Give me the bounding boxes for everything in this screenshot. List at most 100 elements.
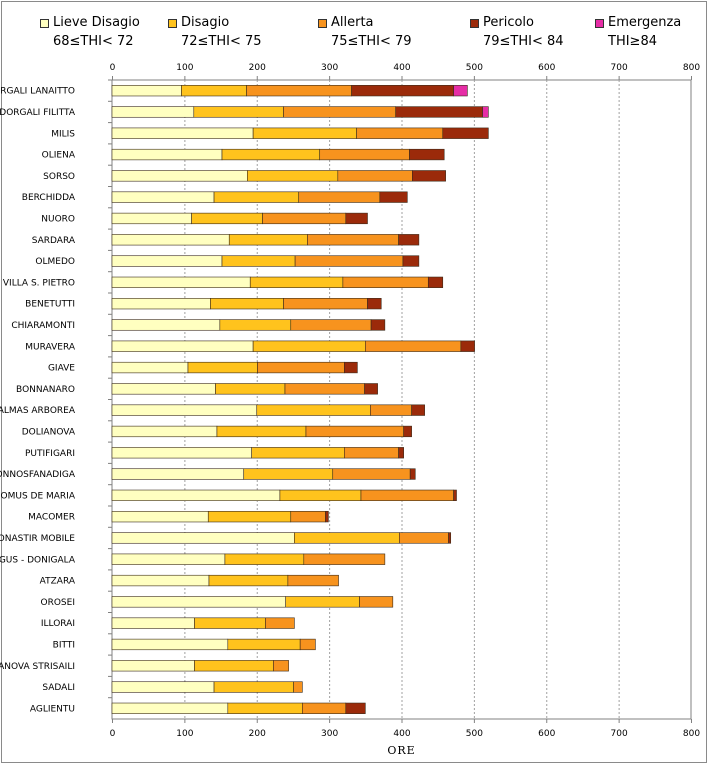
bar-segment	[356, 127, 444, 139]
bar-segment	[302, 702, 347, 714]
category-label: BITTI	[53, 640, 75, 650]
bar-segment	[111, 489, 281, 501]
bar-segment	[221, 255, 296, 267]
tick-label-bottom: 100	[176, 729, 193, 739]
bar-segment	[208, 574, 289, 587]
bar-segment	[111, 638, 229, 651]
bar-segment	[359, 596, 394, 608]
bar-segment	[298, 191, 381, 203]
bar-segment	[409, 468, 416, 480]
bar-segment	[367, 298, 382, 310]
bar-segment	[303, 553, 386, 565]
category-label: ATZARA	[40, 577, 76, 587]
bar-segment	[111, 276, 251, 288]
bar-segment	[294, 255, 404, 267]
bar-segment	[219, 319, 292, 331]
bar-segment	[283, 106, 397, 118]
bar-segment	[252, 340, 366, 352]
bar-segment	[111, 85, 182, 97]
bar-segment	[111, 447, 252, 459]
bar-segment	[111, 383, 216, 395]
bar-segment	[379, 191, 408, 203]
category-label: PALMAS ARBOREA	[0, 406, 76, 416]
bar-segment	[216, 425, 307, 438]
legend-range: THI≥84	[608, 34, 657, 49]
bar-segment	[111, 404, 258, 416]
bar-segment	[111, 340, 254, 352]
bar-segment	[293, 681, 303, 693]
bar-segment	[111, 702, 229, 714]
bar-segment	[365, 340, 462, 352]
category-label: MILIS	[51, 129, 75, 139]
category-label: SARDARA	[32, 236, 76, 246]
bar-segment	[111, 148, 223, 161]
category-label: MURAVERA	[25, 342, 76, 352]
bar-segment	[402, 255, 420, 267]
bar-segment	[247, 170, 339, 182]
bar-segment	[285, 596, 360, 608]
legend-range: 72≤THI< 75	[181, 34, 262, 49]
bar-segment	[403, 425, 412, 438]
category-label: MONASTIR MOBILE	[0, 534, 75, 544]
bar-segment	[111, 468, 245, 480]
tick-label-bottom: 300	[321, 729, 338, 739]
category-label: GONNOSFANADIGA	[0, 470, 76, 480]
legend-swatch	[168, 19, 177, 28]
bar-segment	[207, 511, 292, 523]
bar-segment	[412, 170, 446, 182]
bar-segment	[246, 85, 352, 97]
legend-swatch	[470, 19, 479, 28]
bar-segment	[460, 340, 475, 352]
bar-segment	[213, 191, 300, 203]
bar-segment	[213, 681, 294, 693]
bar-segment	[181, 85, 247, 97]
bar-segment	[111, 255, 223, 267]
legend-range: 79≤THI< 84	[483, 34, 564, 49]
tick-label-bottom: 800	[683, 729, 700, 739]
bar-segment	[342, 276, 429, 288]
legend-swatch	[40, 19, 49, 28]
bar-segment	[111, 361, 189, 374]
bar-segment	[262, 212, 347, 225]
bar-segment	[482, 106, 489, 118]
category-label: BONNANARO	[16, 385, 75, 395]
tick-label-top: 500	[466, 63, 483, 73]
bar-segment	[111, 191, 215, 203]
tick-label-bottom: 500	[466, 729, 483, 739]
bar-segment	[252, 127, 357, 139]
bar-segment	[284, 383, 365, 395]
bar-segment	[273, 660, 289, 672]
tick-label-top: 400	[393, 63, 410, 73]
category-label: DOLIANOVA	[22, 427, 76, 437]
bar-segment	[193, 106, 284, 118]
tick-label-bottom: 0	[110, 729, 116, 739]
bar-segment	[305, 425, 404, 438]
bar-segment	[427, 276, 444, 288]
bar-segment	[111, 681, 215, 693]
category-label: SORSO	[43, 172, 75, 182]
category-label: PUTIFIGARI	[25, 449, 75, 459]
bar-segment	[290, 319, 372, 331]
bar-segment	[111, 298, 211, 310]
tick-label-top: 200	[249, 63, 266, 73]
x-axis-title: ORE	[387, 744, 415, 757]
bar-segment	[319, 148, 410, 161]
bar-segment	[111, 511, 209, 523]
bar-segment	[111, 170, 248, 182]
bar-segment	[111, 127, 254, 139]
bar-segment	[111, 660, 195, 672]
bar-segment	[111, 319, 221, 331]
legend: Lieve Disagio 68≤THI< 72 Disagio 72≤THI<…	[0, 0, 710, 56]
category-label: OLIENA	[42, 151, 76, 161]
bar-segment	[279, 489, 362, 501]
bar-segment	[111, 234, 230, 246]
category-label: DORGALI FILITTA	[0, 108, 76, 118]
legend-swatch	[595, 19, 604, 28]
tick-label-top: 300	[321, 63, 338, 73]
bar-segment	[111, 106, 195, 118]
bar-segment	[325, 511, 329, 523]
bar-segment	[332, 468, 411, 480]
category-label: CHIARAMONTI	[11, 321, 75, 331]
category-label: MACOMER	[28, 513, 75, 523]
bar-segment	[442, 127, 489, 139]
